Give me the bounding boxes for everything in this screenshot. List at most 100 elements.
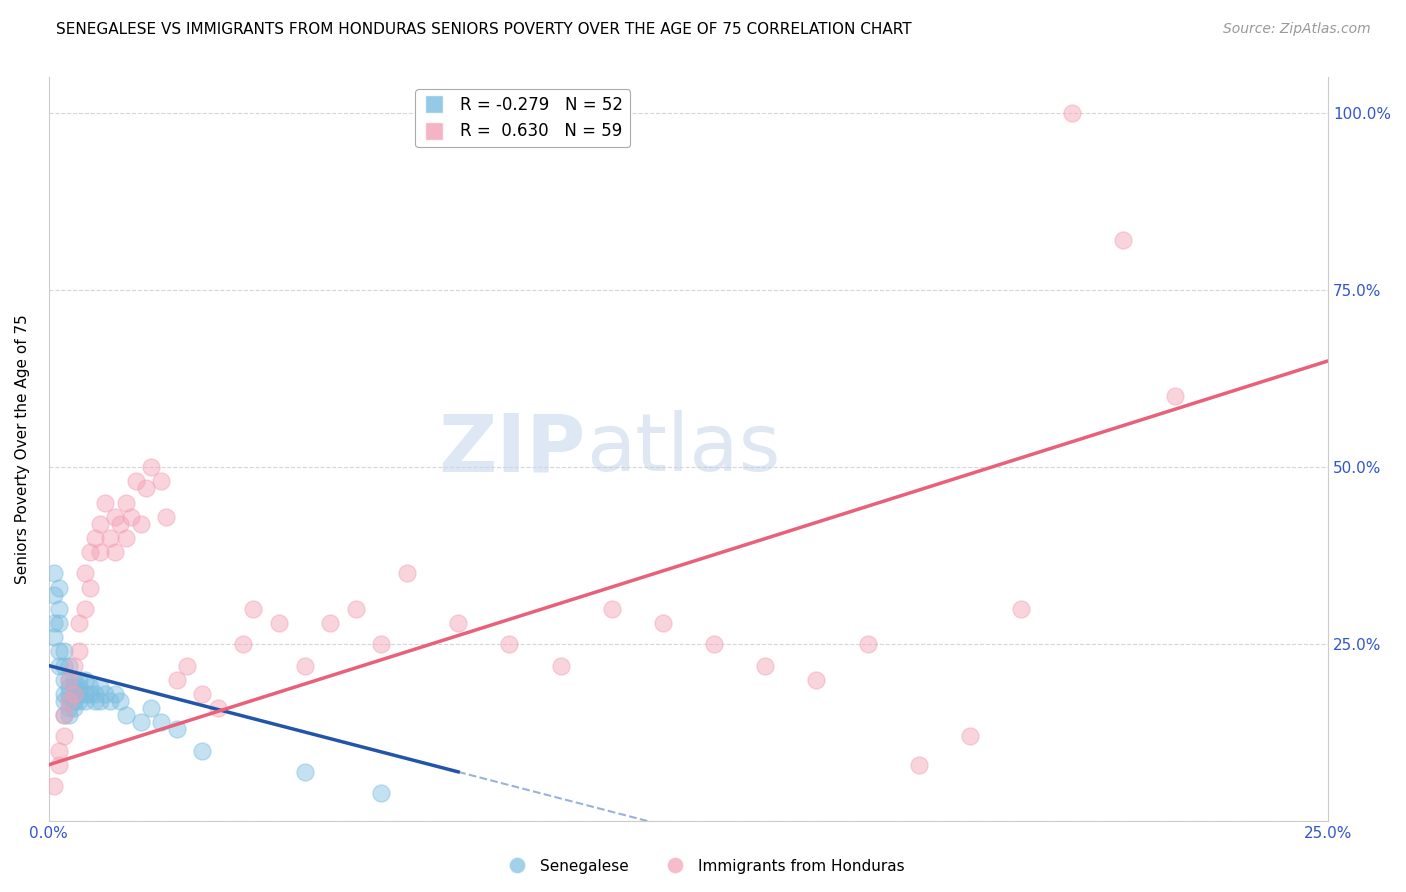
Point [63, 680, 86, 694]
Point [370, 786, 392, 800]
Point [63, 687, 86, 701]
Point [53, 644, 76, 658]
Point [53, 687, 76, 701]
Point [89, 545, 111, 559]
Point [114, 495, 136, 509]
Legend: R = -0.279   N = 52, R =  0.630   N = 59: R = -0.279 N = 52, R = 0.630 N = 59 [415, 89, 630, 147]
Point [48, 581, 70, 595]
Point [83, 687, 105, 701]
Point [69, 615, 91, 630]
Point [79, 687, 101, 701]
Point [907, 757, 929, 772]
Point [754, 658, 776, 673]
Point [63, 658, 86, 673]
Point [89, 680, 111, 694]
Point [73, 602, 96, 616]
Point [806, 673, 828, 687]
Point [139, 460, 162, 475]
Point [498, 637, 520, 651]
Point [166, 723, 188, 737]
Point [703, 637, 725, 651]
Legend: Senegalese, Immigrants from Honduras: Senegalese, Immigrants from Honduras [496, 853, 910, 880]
Point [1062, 106, 1084, 120]
Point [73, 687, 96, 701]
Point [191, 687, 214, 701]
Point [447, 615, 470, 630]
Point [104, 509, 127, 524]
Point [232, 637, 254, 651]
Point [98, 531, 121, 545]
Point [53, 708, 76, 723]
Text: SENEGALESE VS IMMIGRANTS FROM HONDURAS SENIORS POVERTY OVER THE AGE OF 75 CORREL: SENEGALESE VS IMMIGRANTS FROM HONDURAS S… [56, 22, 912, 37]
Point [58, 694, 80, 708]
Point [104, 687, 127, 701]
Point [1112, 234, 1135, 248]
Point [48, 658, 70, 673]
Point [69, 694, 91, 708]
Point [110, 516, 132, 531]
Point [294, 658, 316, 673]
Point [207, 701, 229, 715]
Point [48, 644, 70, 658]
Point [58, 673, 80, 687]
Point [155, 509, 177, 524]
Point [53, 730, 76, 744]
Text: ZIP: ZIP [439, 410, 586, 489]
Point [42, 630, 65, 644]
Point [58, 708, 80, 723]
Point [98, 694, 121, 708]
Point [69, 644, 91, 658]
Point [395, 566, 418, 581]
Point [959, 730, 981, 744]
Point [135, 482, 157, 496]
Point [53, 673, 76, 687]
Point [114, 531, 136, 545]
Point [319, 615, 342, 630]
Point [48, 602, 70, 616]
Point [53, 694, 76, 708]
Y-axis label: Seniors Poverty Over the Age of 75: Seniors Poverty Over the Age of 75 [15, 315, 30, 584]
Point [125, 475, 148, 489]
Text: atlas: atlas [586, 410, 780, 489]
Point [294, 764, 316, 779]
Point [58, 694, 80, 708]
Point [58, 673, 80, 687]
Point [550, 658, 572, 673]
Point [267, 615, 290, 630]
Point [42, 566, 65, 581]
Point [139, 701, 162, 715]
Point [73, 566, 96, 581]
Point [94, 495, 117, 509]
Point [83, 531, 105, 545]
Point [63, 701, 86, 715]
Point [1163, 389, 1185, 403]
Point [129, 715, 152, 730]
Point [69, 687, 91, 701]
Point [104, 545, 127, 559]
Point [79, 680, 101, 694]
Point [73, 694, 96, 708]
Point [94, 687, 117, 701]
Point [42, 588, 65, 602]
Point [242, 602, 264, 616]
Point [344, 602, 367, 616]
Point [114, 708, 136, 723]
Point [69, 680, 91, 694]
Point [73, 673, 96, 687]
Point [69, 673, 91, 687]
Point [120, 509, 142, 524]
Point [856, 637, 879, 651]
Point [129, 516, 152, 531]
Point [1010, 602, 1032, 616]
Point [58, 680, 80, 694]
Point [110, 694, 132, 708]
Point [191, 743, 214, 757]
Point [89, 694, 111, 708]
Point [370, 637, 392, 651]
Point [79, 545, 101, 559]
Point [58, 701, 80, 715]
Point [42, 779, 65, 793]
Point [651, 615, 673, 630]
Point [48, 757, 70, 772]
Point [150, 475, 173, 489]
